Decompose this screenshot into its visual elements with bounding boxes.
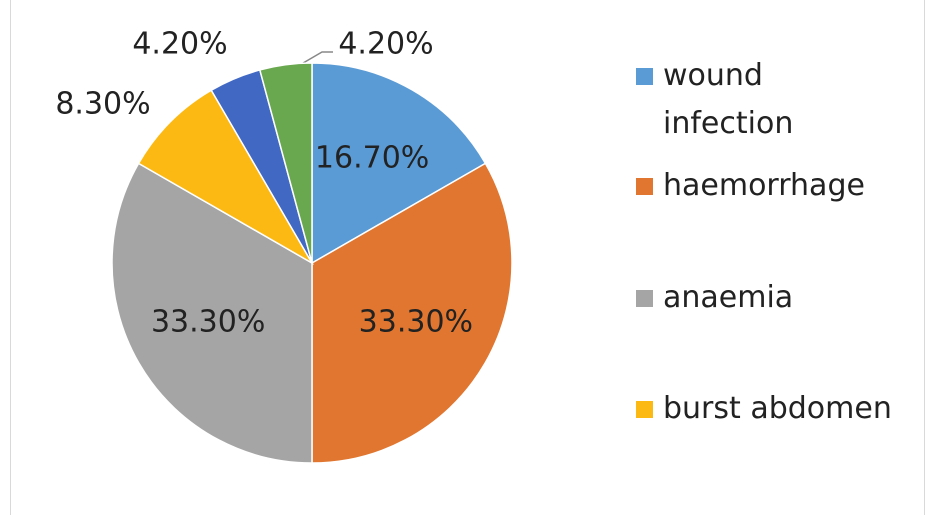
chart-border (10, 0, 925, 515)
data-label: 4.20% (132, 27, 227, 62)
legend-swatch (636, 178, 653, 195)
leader-line (297, 51, 333, 67)
legend-label: haemorrhage (663, 168, 865, 203)
pie-slice (111, 162, 313, 464)
legend-item: wound infection (636, 52, 843, 148)
pie-slice (137, 89, 315, 266)
data-label: 4.20% (338, 27, 433, 62)
pie-slice (258, 62, 313, 264)
legend-label: wound infection (663, 58, 794, 141)
pie-slice (311, 162, 513, 464)
legend-label: burst abdomen (663, 391, 892, 426)
data-label: 16.70% (315, 141, 429, 176)
legend-swatch (636, 401, 653, 418)
data-label: 33.30% (151, 305, 265, 340)
pie-slice (311, 62, 487, 265)
data-label: 33.30% (359, 305, 473, 340)
legend-item: burst abdomen (636, 385, 892, 433)
legend-label: anaemia (663, 280, 794, 315)
legend-swatch (636, 68, 653, 85)
legend-item: anaemia (636, 274, 793, 322)
legend-swatch (636, 290, 653, 307)
data-label: 8.30% (55, 87, 150, 122)
legend-item: haemorrhage (636, 162, 865, 210)
